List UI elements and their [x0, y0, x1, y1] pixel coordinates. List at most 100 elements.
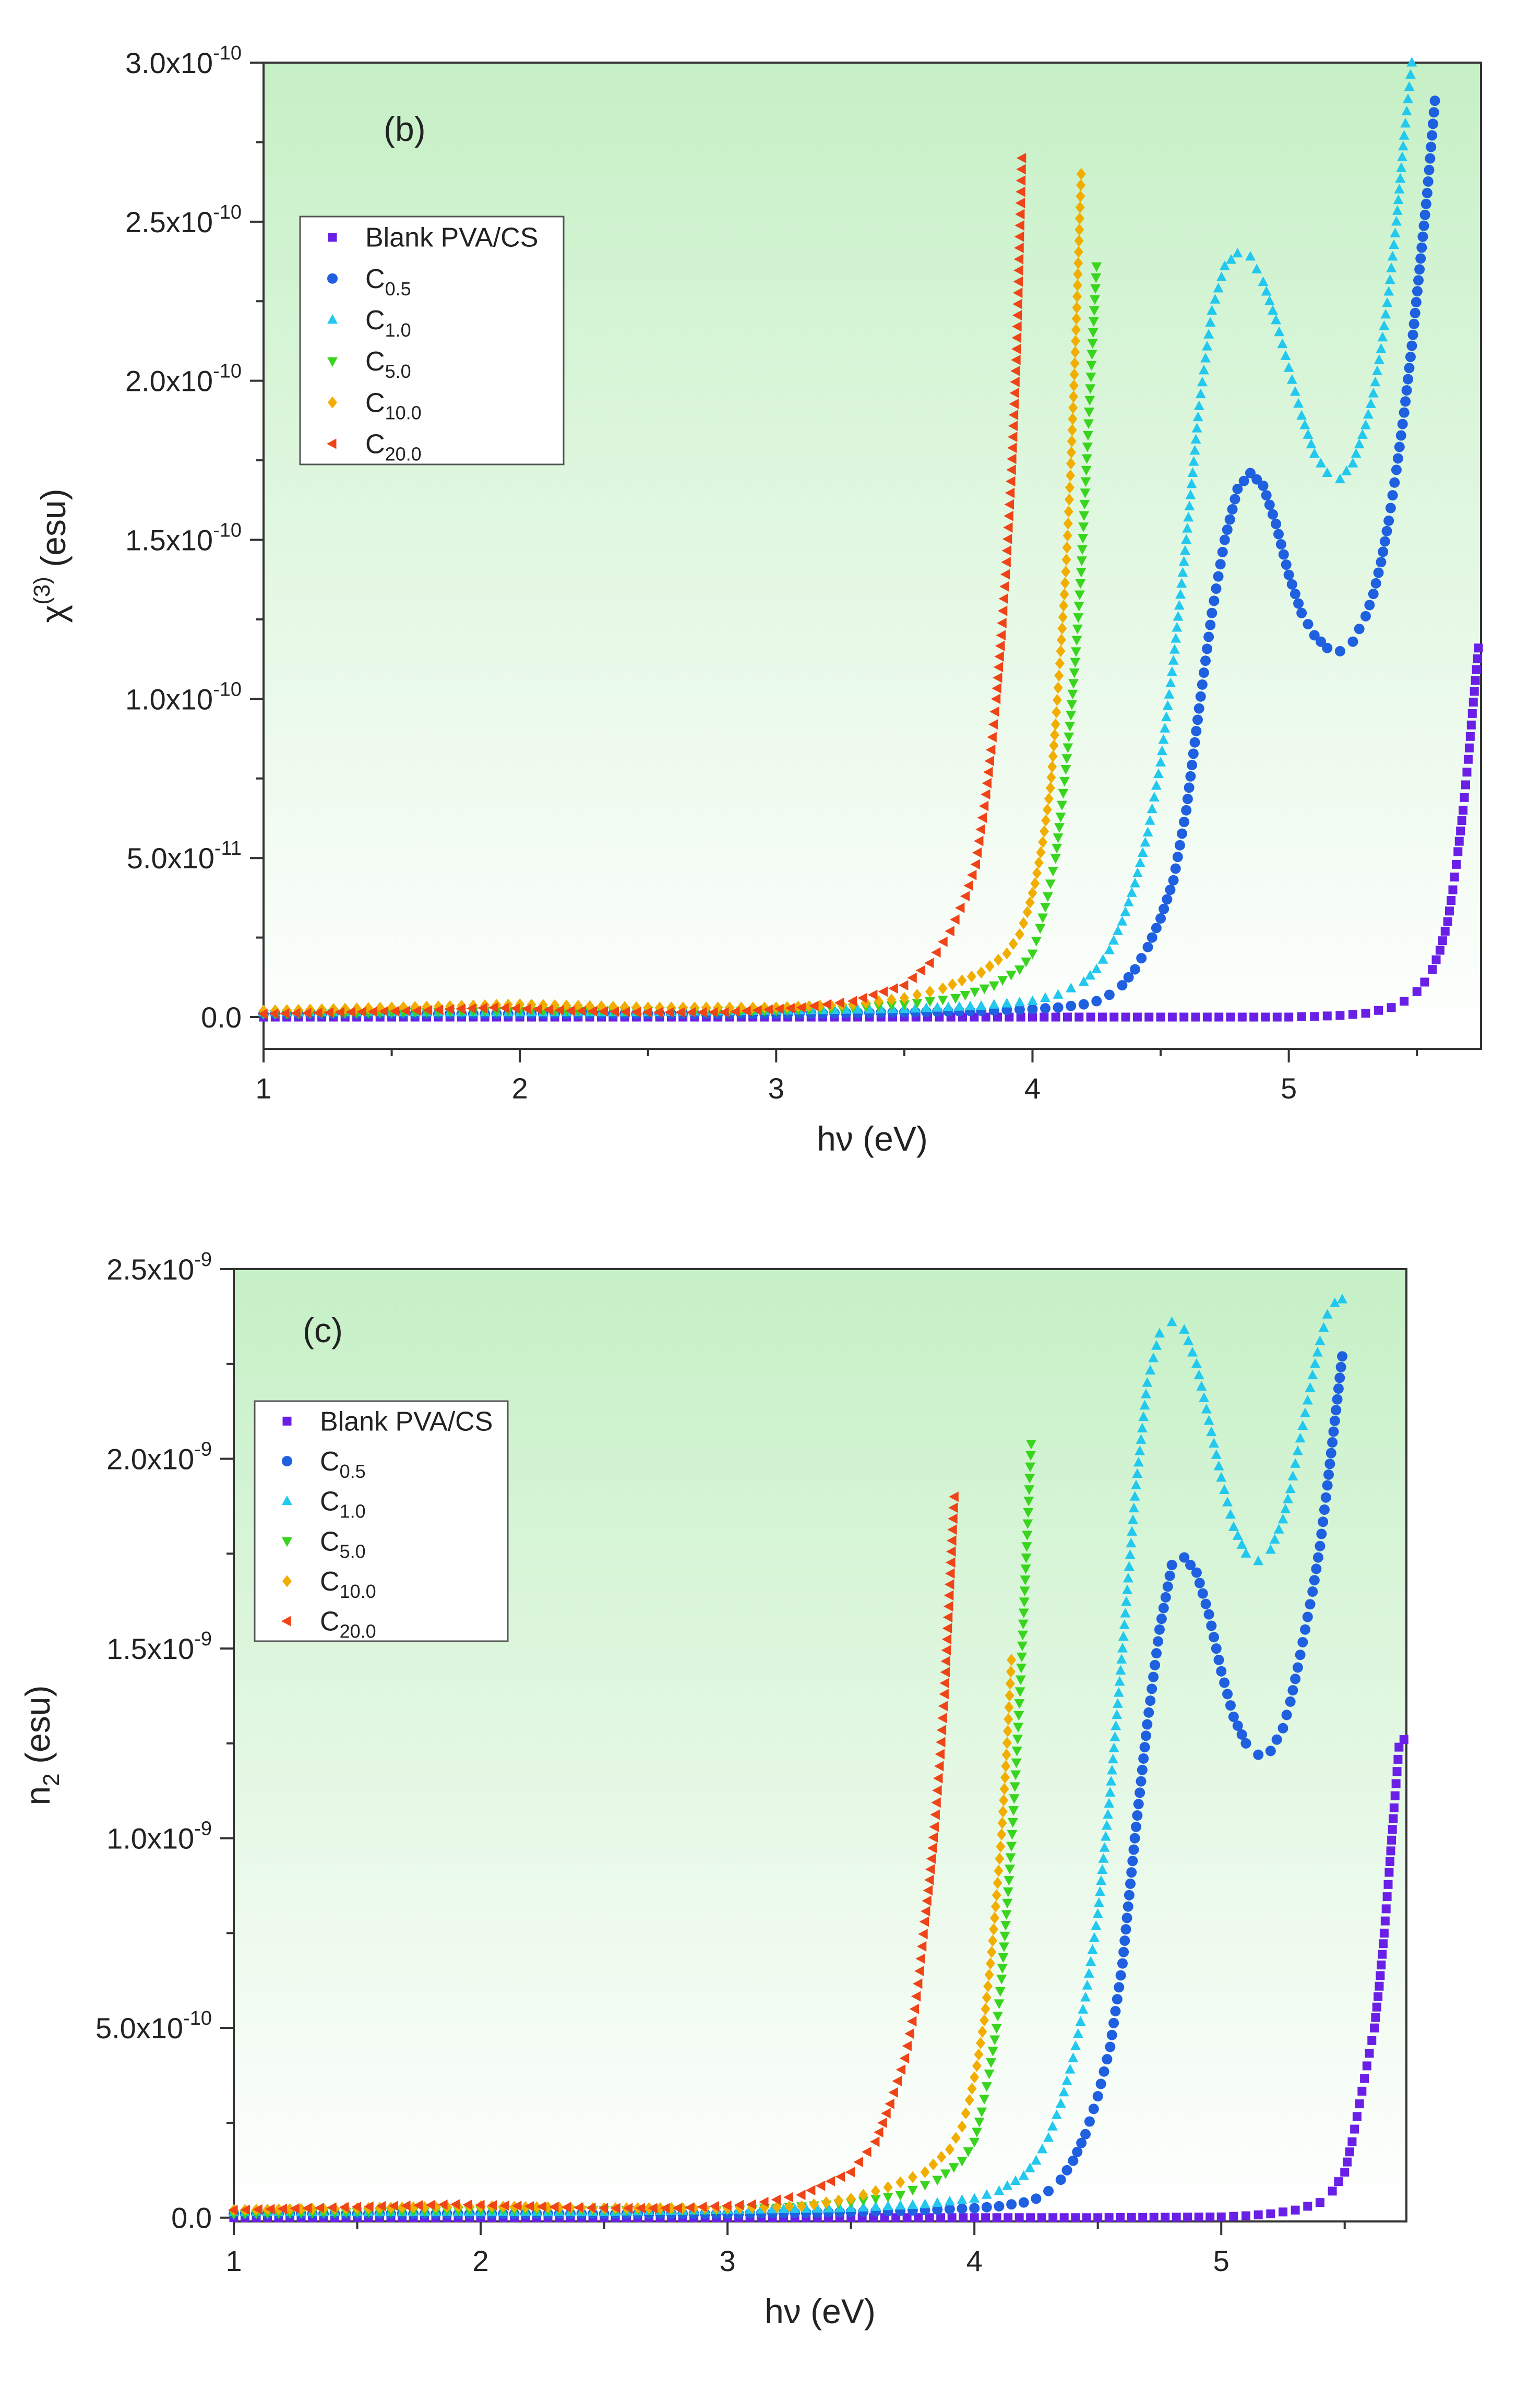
data-point-c100 — [1049, 739, 1059, 752]
data-point-c10 — [1191, 1358, 1202, 1368]
data-point-c200 — [611, 2203, 620, 2214]
data-point-c50 — [1088, 317, 1099, 327]
data-point-c50 — [1019, 1597, 1030, 1607]
data-point-c200 — [926, 1853, 936, 1864]
data-point-c05 — [1347, 636, 1358, 647]
data-point-c200 — [982, 778, 992, 788]
data-point-c100 — [990, 1901, 1000, 1913]
data-point-c05 — [1324, 1459, 1335, 1469]
data-point-c05 — [1316, 1528, 1327, 1539]
data-point-c10 — [1137, 847, 1148, 857]
data-point-c10 — [1363, 409, 1374, 419]
data-point-c05 — [1185, 1560, 1196, 1571]
data-point-c10 — [1290, 386, 1300, 396]
legend-marker-blank — [328, 233, 337, 242]
data-point-c05 — [1427, 130, 1438, 141]
data-point-c05 — [1327, 1437, 1338, 1448]
data-point-c10 — [1382, 297, 1393, 307]
data-point-c10 — [1087, 1944, 1098, 1954]
data-point-c10 — [907, 2199, 918, 2209]
data-point-c200 — [1012, 310, 1022, 321]
data-point-c10 — [1236, 1539, 1247, 1549]
data-point-c10 — [1405, 69, 1416, 79]
data-point-blank — [1322, 1011, 1332, 1021]
data-point-c05 — [1323, 1469, 1334, 1480]
data-point-c10 — [1303, 429, 1314, 439]
data-point-c50 — [1085, 384, 1096, 394]
data-point-c10 — [1166, 666, 1177, 676]
data-point-c200 — [995, 640, 1005, 651]
data-point-c05 — [1053, 1002, 1064, 1013]
data-point-c10 — [1404, 81, 1415, 91]
data-point-c100 — [997, 1817, 1007, 1830]
data-point-c200 — [327, 2202, 337, 2213]
data-point-c200 — [730, 1006, 740, 1017]
data-point-c10 — [1055, 2098, 1066, 2108]
data-point-c50 — [1054, 823, 1065, 833]
data-point-c200 — [400, 1006, 411, 1017]
data-point-c100 — [1075, 223, 1084, 236]
data-point-c10 — [1306, 438, 1317, 449]
data-point-c50 — [1006, 971, 1017, 981]
data-point-c200 — [1014, 231, 1024, 242]
data-point-c200 — [931, 947, 941, 958]
data-point-c200 — [885, 2098, 894, 2109]
data-point-c05 — [1156, 1614, 1167, 1624]
data-point-c100 — [928, 2158, 938, 2171]
data-point-c05 — [1312, 1552, 1323, 1563]
data-point-c50 — [1052, 843, 1063, 854]
data-point-c05 — [1172, 852, 1183, 863]
data-point-c10 — [1014, 996, 1025, 1007]
data-point-c200 — [920, 1906, 930, 1917]
data-point-c100 — [899, 991, 909, 1004]
data-point-c50 — [1014, 965, 1025, 975]
data-point-c100 — [1025, 897, 1035, 909]
data-point-c10 — [1123, 1572, 1133, 1583]
data-point-blank — [902, 2213, 912, 2222]
data-point-c200 — [1006, 464, 1016, 475]
data-point-c05 — [1232, 1720, 1243, 1731]
data-point-c50 — [1023, 1508, 1034, 1518]
data-point-c10 — [1222, 1497, 1233, 1507]
data-point-c10 — [1162, 700, 1173, 710]
data-point-c200 — [867, 989, 878, 1000]
data-point-c100 — [1063, 529, 1072, 542]
data-point-c05 — [1300, 1624, 1311, 1635]
data-point-c50 — [1072, 624, 1083, 635]
data-point-blank — [1051, 1012, 1060, 1022]
data-point-blank — [1391, 1779, 1401, 1788]
data-point-c05 — [1240, 1738, 1251, 1749]
data-point-c50 — [989, 2035, 1000, 2045]
data-point-c100 — [1067, 424, 1077, 436]
legend-c: Blank PVA/CS C0.5 C1.0 C5.0 C10.0 C20.0 — [254, 1400, 509, 1642]
data-point-c05 — [1205, 619, 1216, 630]
data-point-c10 — [1133, 1456, 1144, 1467]
data-point-c10 — [1115, 1665, 1126, 1675]
data-point-c05 — [1154, 1624, 1165, 1635]
data-point-c10 — [1138, 1411, 1149, 1421]
data-point-c10 — [1147, 803, 1157, 814]
data-point-blank — [1386, 1846, 1395, 1856]
data-point-c05 — [1104, 989, 1115, 1000]
data-point-c50 — [999, 1931, 1010, 1942]
data-point-c200 — [697, 1007, 707, 1018]
data-point-c200 — [877, 2117, 887, 2128]
data-point-c200 — [734, 2200, 744, 2210]
data-point-c10 — [1027, 995, 1038, 1006]
data-point-blank — [1453, 847, 1463, 856]
data-point-c50 — [993, 2012, 1004, 2022]
data-point-c05 — [1232, 483, 1243, 494]
data-point-blank — [1093, 2213, 1103, 2222]
data-point-c100 — [1054, 670, 1064, 682]
data-point-c200 — [938, 1701, 948, 1712]
data-point-c10 — [1137, 1423, 1148, 1432]
data-point-blank — [1390, 1791, 1400, 1800]
data-point-c10 — [1154, 1328, 1165, 1338]
data-point-c50 — [1025, 1462, 1036, 1473]
data-point-c200 — [993, 662, 1004, 673]
legend-marker-c100 — [282, 1575, 292, 1587]
data-point-c10 — [1158, 734, 1169, 744]
data-point-c200 — [376, 2201, 386, 2212]
data-point-c05 — [994, 2201, 1005, 2212]
data-point-c10 — [1293, 398, 1304, 408]
